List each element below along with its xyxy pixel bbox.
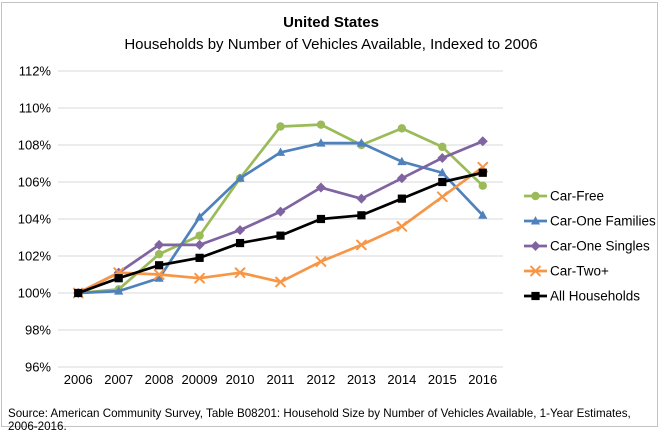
series-marker-car-two bbox=[356, 239, 367, 251]
chart-frame bbox=[1, 2, 658, 427]
legend-label-car-free: Car-Free bbox=[550, 189, 604, 204]
series-marker-car-one-singles bbox=[315, 182, 326, 193]
series-marker-all-households bbox=[397, 194, 406, 203]
series-marker-car-free bbox=[478, 181, 487, 190]
x-axis-tick-label: 2014 bbox=[387, 372, 416, 387]
series-marker-all-households bbox=[276, 231, 285, 240]
series-marker-all-households bbox=[235, 238, 245, 248]
x-axis-tick-label: 2012 bbox=[306, 372, 335, 387]
series-marker-all-households bbox=[74, 288, 83, 298]
legend-marker-all-households bbox=[531, 291, 540, 301]
series-marker-car-one-singles bbox=[275, 206, 286, 217]
series-marker-car-one-families bbox=[194, 212, 205, 221]
series-marker-all-households bbox=[357, 211, 366, 220]
series-marker-all-households bbox=[438, 177, 447, 187]
legend-label-car-one-families: Car-One Families bbox=[550, 214, 656, 229]
legend-marker-car-free bbox=[531, 191, 540, 201]
series-marker-car-free bbox=[195, 231, 204, 240]
series-marker-car-one-singles bbox=[477, 136, 488, 147]
series-marker-car-two bbox=[275, 276, 286, 288]
series-marker-car-two bbox=[436, 191, 448, 203]
series-marker-all-households bbox=[195, 253, 204, 262]
legend-marker-car-one-families bbox=[530, 216, 541, 225]
series-marker-car-free bbox=[438, 142, 447, 152]
series-marker-car-one-families bbox=[437, 167, 447, 177]
y-axis-tick-label: 108% bbox=[18, 138, 52, 153]
y-axis-tick-label: 110% bbox=[19, 101, 52, 116]
series-marker-all-households bbox=[316, 214, 326, 224]
x-axis-tick-label: 2015 bbox=[428, 372, 457, 387]
series-marker-car-one-families bbox=[316, 138, 326, 147]
series-marker-car-one-singles bbox=[396, 173, 407, 184]
chart-subtitle: Households by Number of Vehicles Availab… bbox=[124, 35, 538, 53]
series-marker-car-free bbox=[397, 124, 407, 133]
x-axis-tick-label: 2010 bbox=[226, 372, 255, 387]
legend-label-car-two: Car-Two+ bbox=[550, 264, 609, 279]
series-marker-car-two bbox=[234, 267, 246, 279]
series-marker-car-one-families bbox=[235, 173, 245, 182]
series-marker-car-one-families bbox=[356, 138, 367, 147]
x-axis-tick-label: 2013 bbox=[347, 372, 376, 387]
legend-marker-car-two bbox=[530, 265, 541, 277]
legend-label-car-one-singles: Car-One Singles bbox=[550, 239, 650, 254]
x-axis-tick-label: 2008 bbox=[145, 372, 174, 387]
chart-title: United States bbox=[283, 14, 379, 31]
y-axis-tick-label: 106% bbox=[18, 175, 52, 190]
legend-item-car-one-families: Car-One Families bbox=[524, 214, 656, 229]
title-block: United States Households by Number of Ve… bbox=[0, 12, 662, 56]
legend-label-all-households: All Households bbox=[550, 289, 640, 304]
series-marker-car-one-families bbox=[397, 156, 407, 166]
y-axis-tick-label: 100% bbox=[18, 286, 52, 301]
series-marker-car-one-families bbox=[114, 286, 124, 295]
series-marker-car-one-families bbox=[275, 147, 286, 156]
series-marker-car-one-families bbox=[154, 273, 164, 282]
series-marker-car-one-singles bbox=[154, 239, 165, 250]
series-marker-car-free bbox=[316, 120, 326, 129]
x-axis-tick-label: 2011 bbox=[267, 372, 295, 387]
legend-marker-car-one-singles bbox=[530, 241, 541, 251]
y-axis-tick-label: 96% bbox=[25, 360, 51, 375]
series-marker-car-one-singles bbox=[356, 193, 367, 204]
x-axis-tick-label: 2016 bbox=[468, 372, 497, 387]
x-axis-tick-label: 20009 bbox=[182, 372, 218, 387]
legend-item-car-one-singles: Car-One Singles bbox=[524, 239, 650, 254]
source-note: Source: American Community Survey, Table… bbox=[8, 407, 631, 433]
series-marker-car-one-families bbox=[478, 210, 488, 219]
series-marker-car-free bbox=[154, 249, 164, 259]
series-marker-car-free bbox=[276, 122, 285, 131]
series-marker-car-two bbox=[315, 256, 327, 267]
series-marker-car-two bbox=[194, 272, 205, 284]
y-axis-tick-label: 102% bbox=[18, 249, 52, 264]
legend-item-all-households: All Households bbox=[524, 289, 640, 304]
series-marker-car-two bbox=[153, 269, 165, 280]
y-axis-tick-label: 104% bbox=[18, 212, 52, 227]
series-marker-car-one-singles bbox=[194, 239, 205, 250]
x-axis-tick-label: 2007 bbox=[104, 372, 133, 387]
series-line-car-two bbox=[76, 165, 485, 295]
series-marker-all-households bbox=[478, 168, 487, 177]
series-marker-car-one-singles bbox=[235, 225, 246, 236]
series-marker-all-households bbox=[114, 274, 123, 283]
x-axis-tick-label: 2006 bbox=[64, 372, 93, 387]
series-marker-all-households bbox=[155, 261, 164, 270]
y-axis-tick-label: 98% bbox=[25, 323, 51, 338]
y-axis-tick-label: 112% bbox=[19, 64, 52, 79]
series-marker-car-one-singles bbox=[437, 152, 448, 163]
series-marker-car-two bbox=[396, 221, 408, 232]
